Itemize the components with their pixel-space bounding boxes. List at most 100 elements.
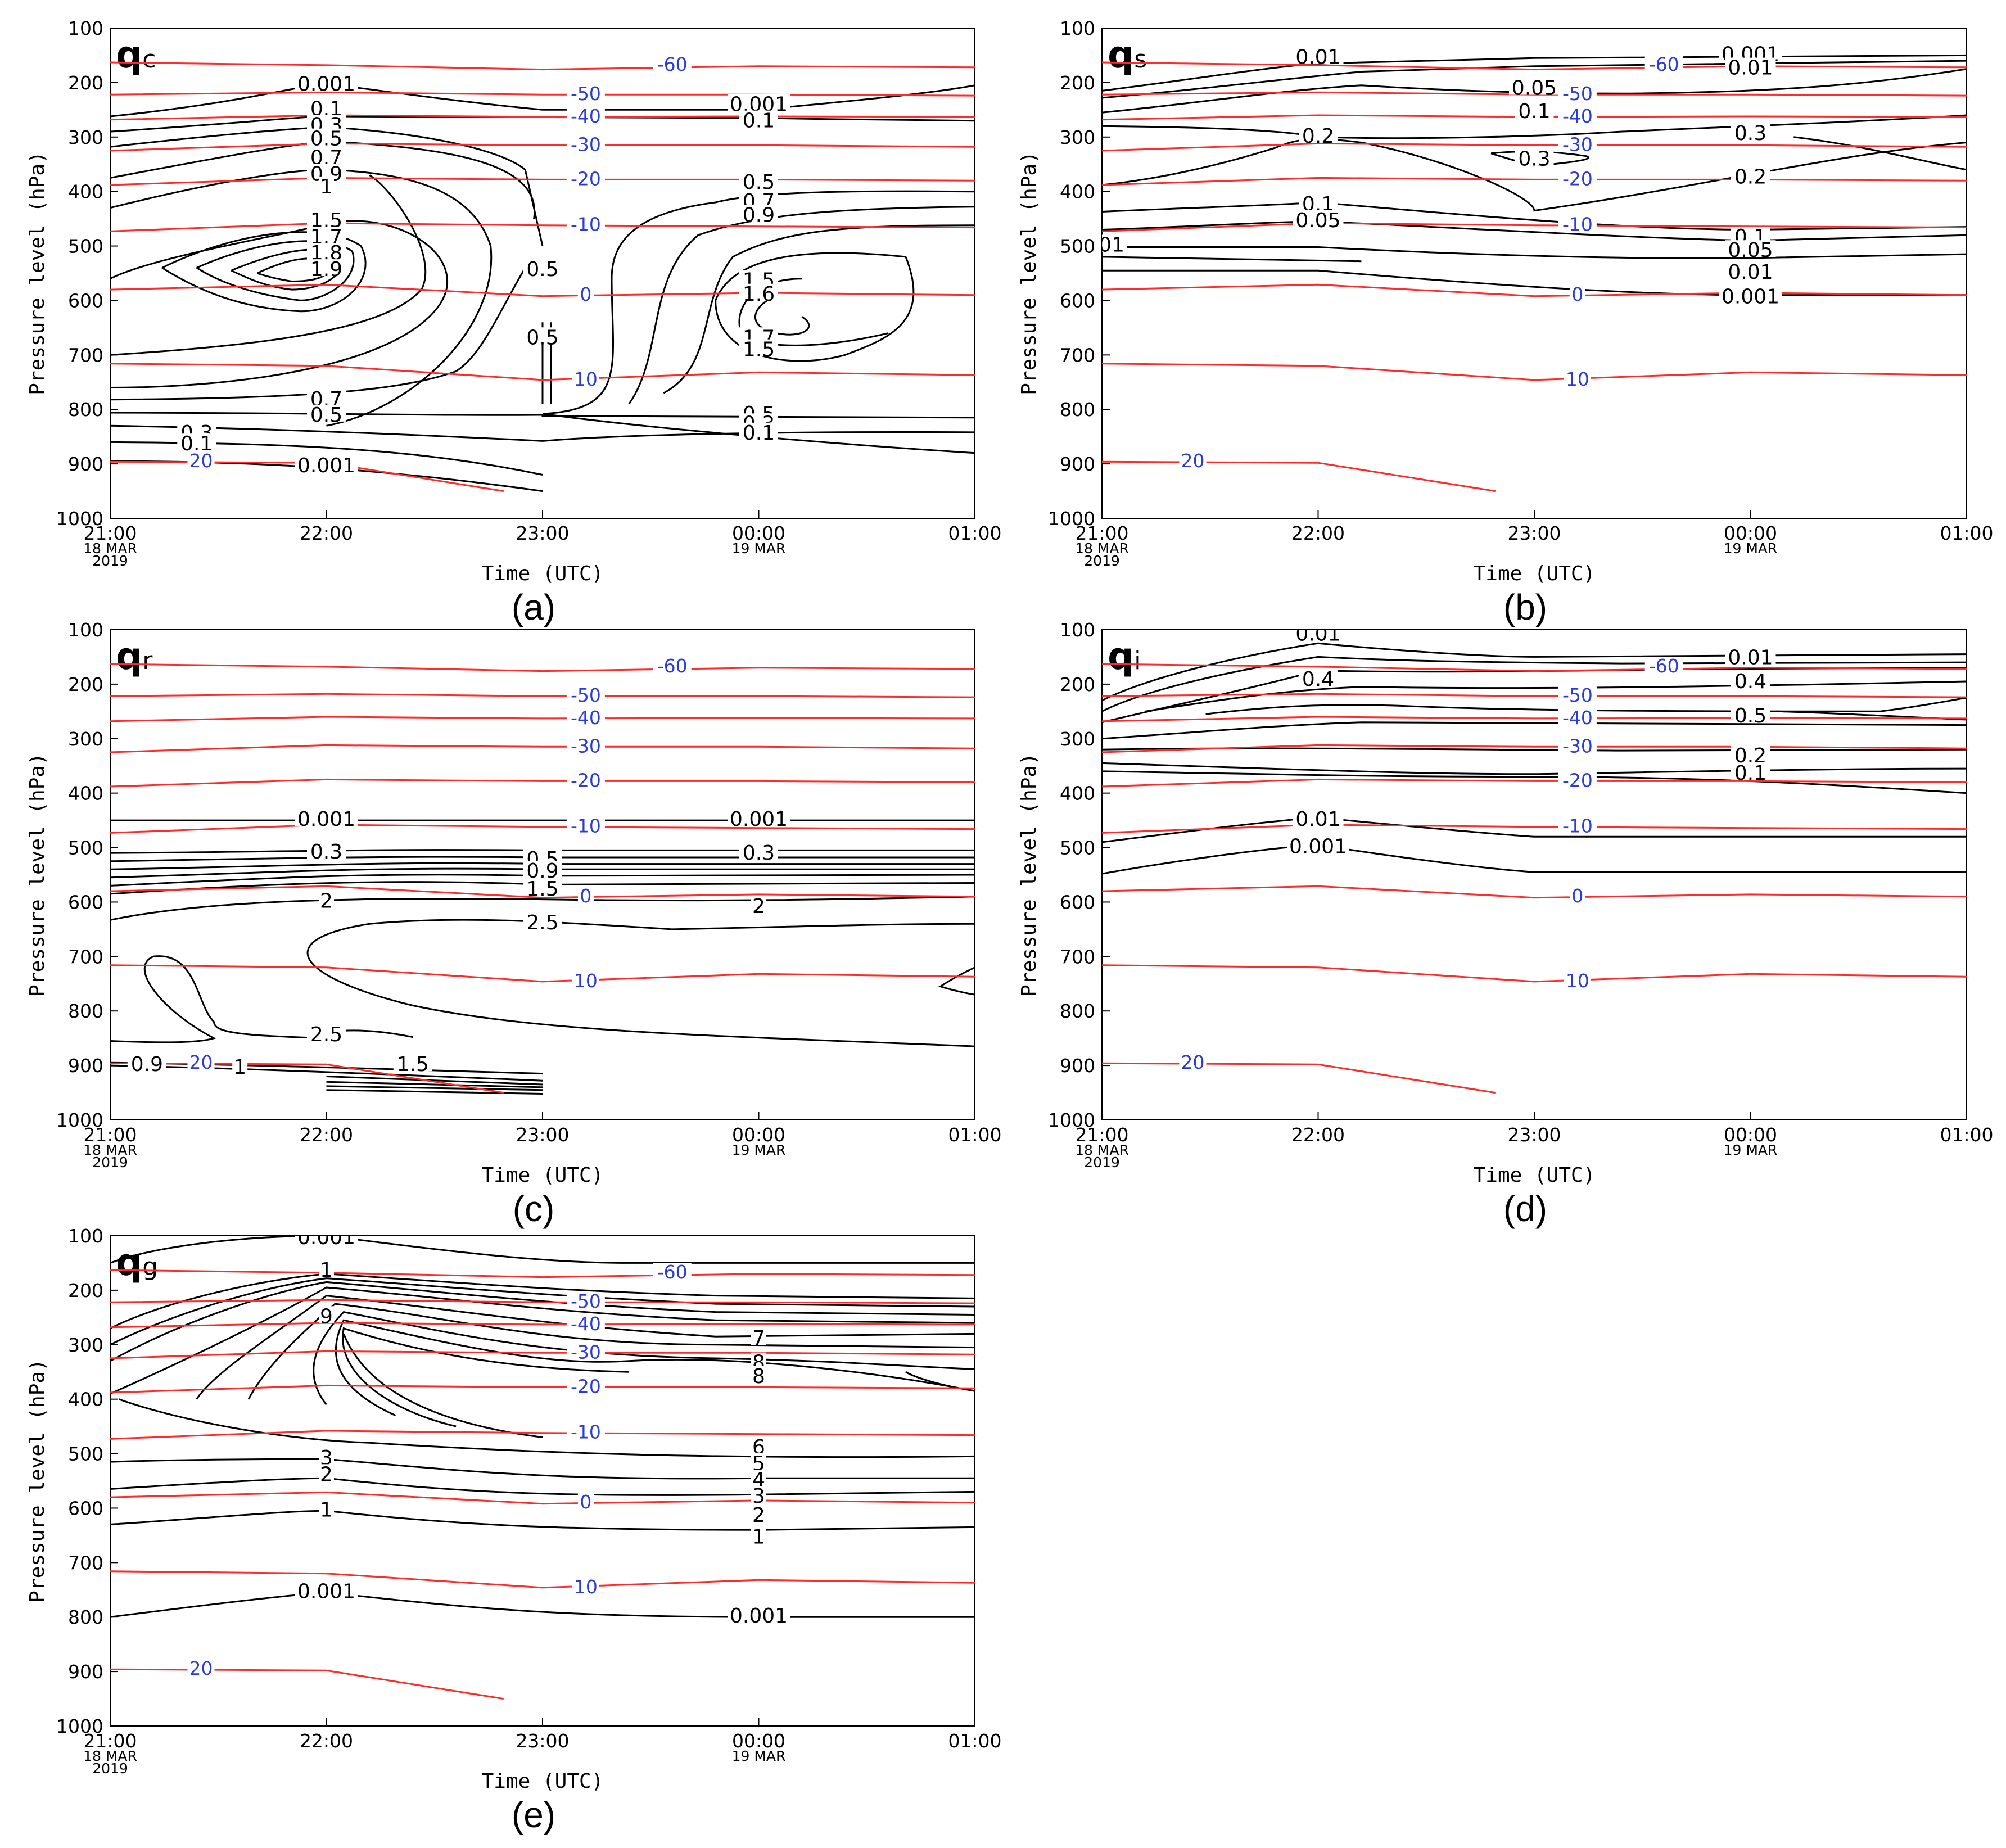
y-axis-label: Pressure level (hPa) [26,151,49,395]
isotherm-label: 20 [189,450,213,472]
y-tick-label: 500 [68,236,103,257]
x-tick-label: 01:00 [948,1730,1001,1752]
contour-label: 0.01 [1295,46,1340,69]
contour-label-bg [751,1526,766,1544]
x-tick-label: 01:00 [948,1124,1001,1146]
contour-label-bg [1725,57,1776,75]
end-date: 19 MAR [732,1748,786,1764]
x-tick-label: 00:00 [732,1124,785,1146]
contour-label-bg [739,339,778,356]
contour-label: 0.1 [743,110,775,133]
contour-label-bg [307,259,346,277]
contour-label: 2.5 [310,1023,342,1046]
isotherm-line [110,1570,975,1589]
contour-label: 0.01 [1728,646,1773,669]
isotherm-line [110,1384,975,1394]
start-date: 18 MAR [83,1142,137,1158]
contour-label-bg [319,1306,334,1323]
isotherm-label-bg [566,1293,605,1309]
x-axis-label: Time (UTC) [1474,562,1596,585]
x-axis-label: Time (UTC) [482,562,604,585]
y-tick-label: 1000 [56,1109,103,1131]
y-tick-label: 900 [1060,1055,1095,1077]
y-tick-label: 300 [1060,126,1095,148]
mixing-ratio-contour [110,1477,975,1496]
contour-label-bg [307,98,346,116]
contour-label: 1 [233,1056,246,1079]
mixing-ratio-contour [1102,816,1967,843]
x-tick-label: 22:00 [300,1730,353,1752]
contour-label-bg [751,1436,766,1454]
variable-label: qr [116,635,153,678]
contour-label-bg [1731,671,1770,688]
isotherm-line [110,363,975,381]
contour-label: 0.4 [1302,668,1334,691]
isotherm-line [110,1299,975,1304]
end-date: 19 MAR [1724,540,1778,557]
x-tick-label: 23:00 [1507,1124,1561,1146]
mixing-ratio-contour [1102,770,1967,794]
contour-label-bg [1299,669,1338,686]
isotherm-label-bg [1558,686,1597,703]
y-tick-label: 1000 [1048,508,1095,530]
x-axis-label: Time (UTC) [482,1164,604,1187]
x-tick-label: 23:00 [516,1124,569,1146]
x-axis-label: Time (UTC) [1474,1164,1596,1187]
isotherm-label: -50 [1562,83,1593,105]
contour-label: 0.05 [1295,209,1340,232]
contour-label-bg [1515,148,1554,166]
plot-frame [1101,629,1967,1120]
y-tick-label: 600 [1060,290,1095,311]
mixing-ratio-contour [342,1327,629,1427]
y-tick-label: 400 [68,1389,103,1411]
contour-label-bg [1731,166,1770,184]
mixing-ratio-contour [1102,256,1362,263]
y-tick-label: 300 [1060,728,1095,750]
variable-label: qg [116,1241,158,1284]
contour-label: 2 [752,1504,765,1527]
isotherm-label-bg [566,170,605,186]
isotherm-label: 20 [189,1051,213,1073]
contour-label-bg [307,1024,346,1041]
isotherm-label: -50 [571,684,601,706]
x-tick-label: 01:00 [948,522,1001,544]
isotherm-label-bg [572,1578,599,1594]
y-tick-label: 600 [1060,891,1095,913]
isotherm-label: -10 [571,815,601,837]
y-tick-label: 800 [1060,399,1095,421]
contour-label: 1.5 [526,878,558,901]
contour-label: 7 [752,1327,765,1350]
mixing-ratio-contour [110,115,975,133]
isotherm-line [110,744,975,753]
y-tick-label: 800 [68,1000,103,1022]
contour-label-bg [177,433,216,451]
isotherm-label-bg [566,215,605,232]
isotherm-label-bg [653,1263,692,1279]
contour-label-bg [307,227,346,244]
start-date: 18 MAR [1075,540,1129,557]
isotherm-label: -20 [571,168,601,189]
contour-label: 2 [320,889,333,912]
x-tick-label: 01:00 [1940,1124,1993,1146]
contour-label-bg [393,1054,432,1072]
panel-label: (c) [513,1189,555,1229]
contour-label-bg [1299,125,1338,143]
contour-label: 0.01 [1295,623,1340,646]
y-tick-label: 300 [68,1334,103,1356]
x-tick-label: 22:00 [1291,522,1345,544]
isotherm-line [1102,61,1967,71]
isotherm-label: 20 [189,1657,213,1679]
mixing-ratio-contour [1102,54,1967,92]
isotherm-label: 0 [1571,283,1583,305]
y-axis-label: Pressure level (hPa) [26,753,49,996]
isotherm-label: -60 [1649,655,1679,677]
contour-label: 0.01 [1295,808,1340,831]
x-axis-label: Time (UTC) [482,1770,604,1793]
mixing-ratio-contour [1102,721,1967,740]
contour-label: 8 [752,1365,765,1388]
mixing-ratio-contour [326,1076,543,1086]
